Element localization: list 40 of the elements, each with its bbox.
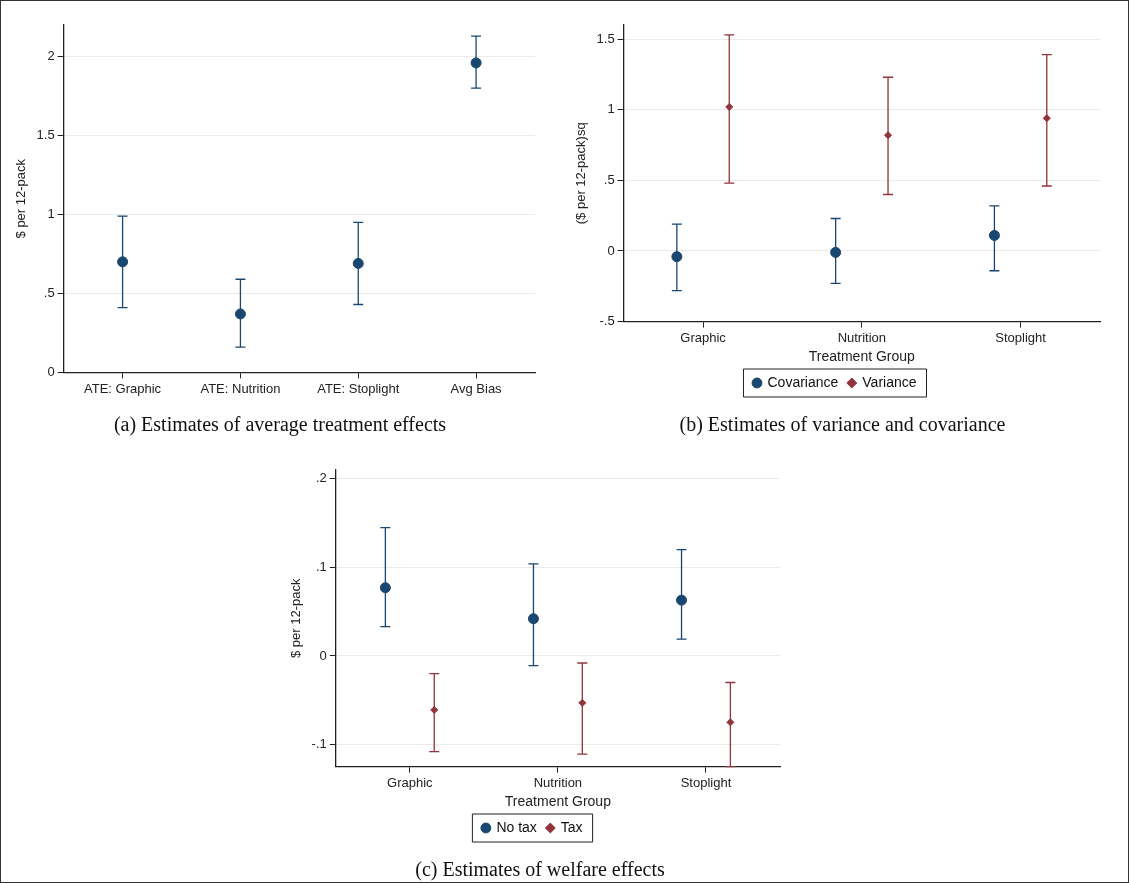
x-tick-label: Graphic [680,329,727,345]
text: (c) Estimates of welfare effects [414,858,666,881]
y-axis-title: $ per 12-pack [288,578,304,659]
y-axis-title: ($ per 12-pack)sq [573,122,589,225]
y-tick-label: .5 [43,285,55,301]
x-tick-label: Avg Bias [450,380,503,396]
y-axis-title: $ per 12-pack [13,158,29,239]
legend-label: Tax [560,818,583,835]
x-tick-label: Graphic [387,774,434,790]
y-tick-label: .2 [315,470,327,486]
x-tick-label: Stoplight [680,774,732,790]
text: (b) Estimates of variance and covariance [678,413,1007,436]
point [470,57,482,69]
point [234,308,246,320]
x-tick-label: Stoplight [995,329,1047,345]
x-tick-label: ATE: Nutrition [200,380,281,396]
y-tick-label: 1 [607,101,615,117]
y-tick-label: .5 [603,171,615,187]
y-tick-label: 0 [607,242,615,258]
x-axis-title: Treatment Group [808,348,916,365]
y-tick-label: -.5 [599,313,615,329]
legend-label: No tax [496,818,537,835]
y-tick-label: 2 [47,48,55,64]
y-tick-label: 0 [47,363,55,379]
x-tick-label: Nutrition [533,774,583,790]
point [117,256,129,268]
x-axis-title: Treatment Group [504,793,612,810]
x-tick-label: ATE: Graphic [84,380,162,396]
legend-label: Covariance [767,373,839,390]
x-tick-label: ATE: Stoplight [317,380,400,396]
text: (a) Estimates of average treatment effects [112,413,448,436]
y-tick-label: .1 [315,558,327,574]
y-tick-label: -.1 [311,736,327,752]
x-tick-label: Nutrition [837,329,887,345]
y-tick-label: 1.5 [596,30,615,46]
legend-label: Variance [862,373,917,390]
y-tick-label: 1 [47,206,55,222]
y-tick-label: 0 [319,647,327,663]
y-tick-label: 1.5 [36,127,55,143]
point [352,257,364,269]
